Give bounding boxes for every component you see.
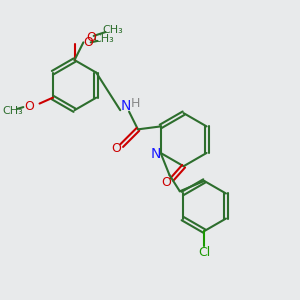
Text: O: O xyxy=(112,142,121,155)
Text: O: O xyxy=(162,176,172,189)
Text: O: O xyxy=(83,36,93,49)
Text: O: O xyxy=(24,100,34,113)
Text: O: O xyxy=(86,31,96,44)
Text: CH₃: CH₃ xyxy=(103,25,123,35)
Text: H: H xyxy=(131,97,140,110)
Text: N: N xyxy=(120,99,131,113)
Text: CH₃: CH₃ xyxy=(3,106,23,116)
Text: N: N xyxy=(151,147,161,161)
Text: Cl: Cl xyxy=(198,246,210,259)
Text: CH₃: CH₃ xyxy=(94,34,114,44)
